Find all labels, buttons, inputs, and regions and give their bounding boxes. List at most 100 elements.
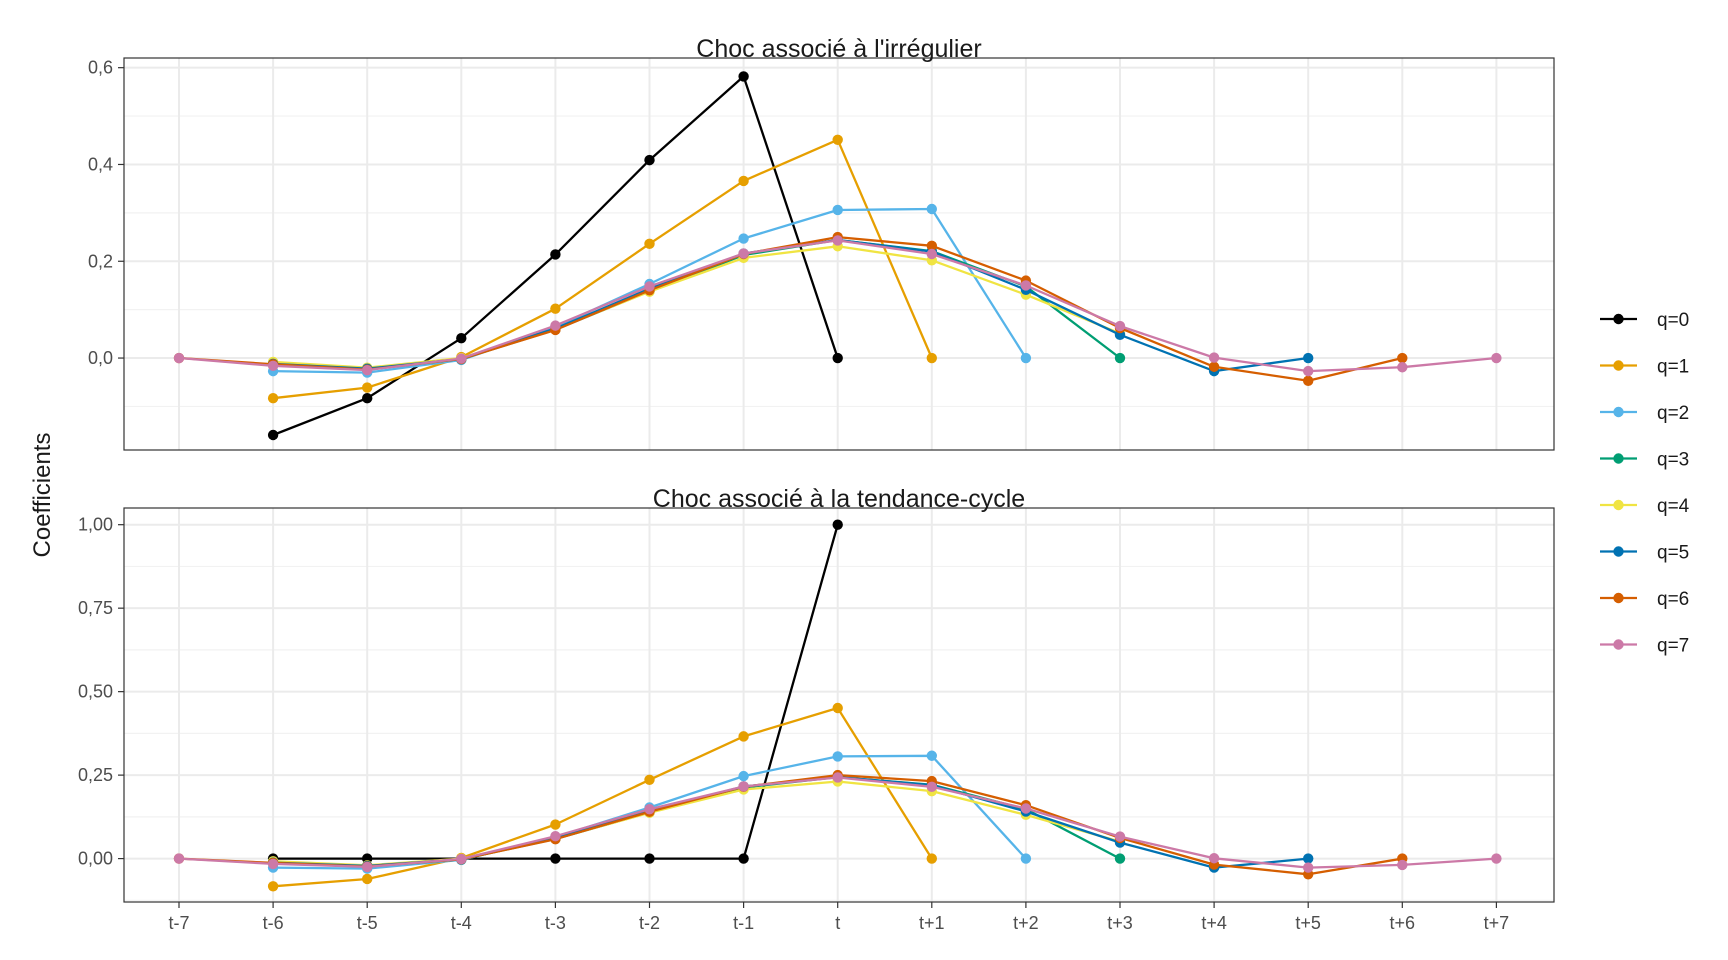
x-tick-label: t bbox=[835, 913, 840, 933]
data-point bbox=[738, 233, 749, 244]
legend-label: q=7 bbox=[1657, 636, 1689, 657]
data-point bbox=[738, 248, 749, 259]
y-tick-label: 0,6 bbox=[88, 58, 113, 78]
y-tick-label: 0,2 bbox=[88, 251, 113, 271]
legend-label: q=6 bbox=[1657, 589, 1689, 610]
series-line bbox=[273, 238, 1309, 373]
legend-label: q=3 bbox=[1657, 450, 1689, 471]
y-tick-label: 1,00 bbox=[78, 515, 113, 535]
data-point bbox=[738, 731, 749, 742]
y-tick-label: 0,4 bbox=[88, 154, 113, 174]
data-point bbox=[362, 382, 373, 393]
panel-title: Choc associé à la tendance-cycle bbox=[653, 485, 1025, 513]
data-point bbox=[738, 770, 749, 782]
legend-item: q=0 bbox=[1600, 310, 1689, 331]
data-point bbox=[1114, 831, 1126, 842]
x-tick-label: t+4 bbox=[1201, 913, 1227, 933]
x-tick-label: t-2 bbox=[639, 913, 660, 933]
data-point bbox=[926, 240, 937, 251]
data-point bbox=[550, 303, 561, 314]
y-tick-label: 0,75 bbox=[78, 598, 113, 618]
data-point bbox=[1114, 352, 1126, 364]
panel-2: 0,00 0,25 0,50 0,75 1,00 Choc associé à la te… bbox=[78, 485, 1555, 933]
x-tick-label: t-6 bbox=[263, 913, 284, 933]
legend-label: q=2 bbox=[1657, 403, 1689, 424]
data-point bbox=[456, 333, 467, 344]
data-point bbox=[832, 134, 843, 145]
data-point bbox=[926, 853, 937, 864]
data-point bbox=[1020, 352, 1032, 364]
data-point bbox=[1020, 853, 1032, 864]
legend-label: q=1 bbox=[1657, 357, 1689, 378]
data-point bbox=[832, 519, 843, 530]
y-tick-label: 0,00 bbox=[78, 849, 113, 869]
panel-border bbox=[123, 507, 1555, 903]
series-q=7 bbox=[173, 772, 1502, 873]
data-point bbox=[1020, 803, 1032, 814]
legend-key-point bbox=[1613, 360, 1624, 371]
data-point bbox=[644, 238, 655, 250]
data-point bbox=[926, 781, 937, 793]
legend-item: q=5 bbox=[1600, 543, 1689, 564]
data-point bbox=[362, 861, 373, 873]
data-point bbox=[362, 364, 373, 376]
data-point bbox=[832, 702, 843, 714]
legend-key-point bbox=[1613, 546, 1624, 557]
data-point bbox=[1303, 352, 1314, 364]
data-point bbox=[267, 858, 279, 870]
data-point bbox=[456, 353, 467, 364]
data-point bbox=[362, 393, 373, 404]
data-point bbox=[456, 853, 467, 865]
legend-key-point bbox=[1613, 406, 1624, 418]
legend-label: q=0 bbox=[1657, 310, 1689, 331]
x-tick-label: t+3 bbox=[1107, 913, 1133, 933]
legend-label: q=4 bbox=[1657, 496, 1690, 517]
data-point bbox=[832, 352, 843, 364]
data-point bbox=[1491, 352, 1502, 364]
data-point bbox=[832, 235, 843, 246]
x-tick-label: t+1 bbox=[919, 913, 945, 933]
panel-border bbox=[123, 57, 1555, 451]
series-q=6 bbox=[173, 231, 1408, 386]
legend-item: q=6 bbox=[1600, 589, 1689, 610]
data-point bbox=[267, 360, 279, 371]
legend-label: q=5 bbox=[1657, 543, 1689, 564]
legend-item: q=1 bbox=[1600, 357, 1689, 378]
data-point bbox=[832, 772, 843, 783]
x-tick-label: t-4 bbox=[451, 913, 472, 933]
data-point bbox=[926, 352, 937, 364]
data-point bbox=[173, 853, 185, 864]
y-tick-label: 0,0 bbox=[88, 348, 113, 368]
series-line bbox=[273, 775, 1309, 869]
data-point bbox=[550, 320, 561, 331]
series-q=4 bbox=[267, 776, 1126, 871]
data-point bbox=[926, 248, 937, 260]
series-line bbox=[272, 138, 933, 400]
data-point bbox=[832, 204, 843, 216]
x-tick-label: t+6 bbox=[1390, 913, 1416, 933]
data-point bbox=[1397, 352, 1408, 364]
legend-item: q=4 bbox=[1600, 496, 1690, 517]
data-point bbox=[738, 853, 749, 864]
data-point bbox=[1303, 365, 1314, 377]
panel-title: Choc associé à l'irrégulier bbox=[696, 35, 981, 63]
data-point bbox=[926, 203, 937, 215]
legend-key-point bbox=[1613, 639, 1624, 650]
x-tick-label: t-7 bbox=[168, 913, 189, 933]
data-point bbox=[1208, 361, 1220, 372]
panel-1: 0,0 0,2 0,4 0,6 Choc associé à l'irrégulier bbox=[88, 35, 1555, 451]
data-point bbox=[550, 831, 561, 842]
legend-key-point bbox=[1613, 453, 1624, 464]
data-point bbox=[1491, 853, 1502, 864]
data-point bbox=[644, 803, 655, 815]
series-q=0 bbox=[267, 71, 843, 441]
x-tick-label: t-1 bbox=[733, 913, 754, 933]
data-point bbox=[1208, 853, 1220, 864]
data-point bbox=[267, 429, 279, 441]
legend-key-point bbox=[1613, 592, 1624, 604]
legend-key-point bbox=[1613, 313, 1624, 325]
data-point bbox=[738, 71, 749, 82]
legend-item: q=3 bbox=[1600, 450, 1689, 471]
data-point bbox=[550, 853, 561, 864]
